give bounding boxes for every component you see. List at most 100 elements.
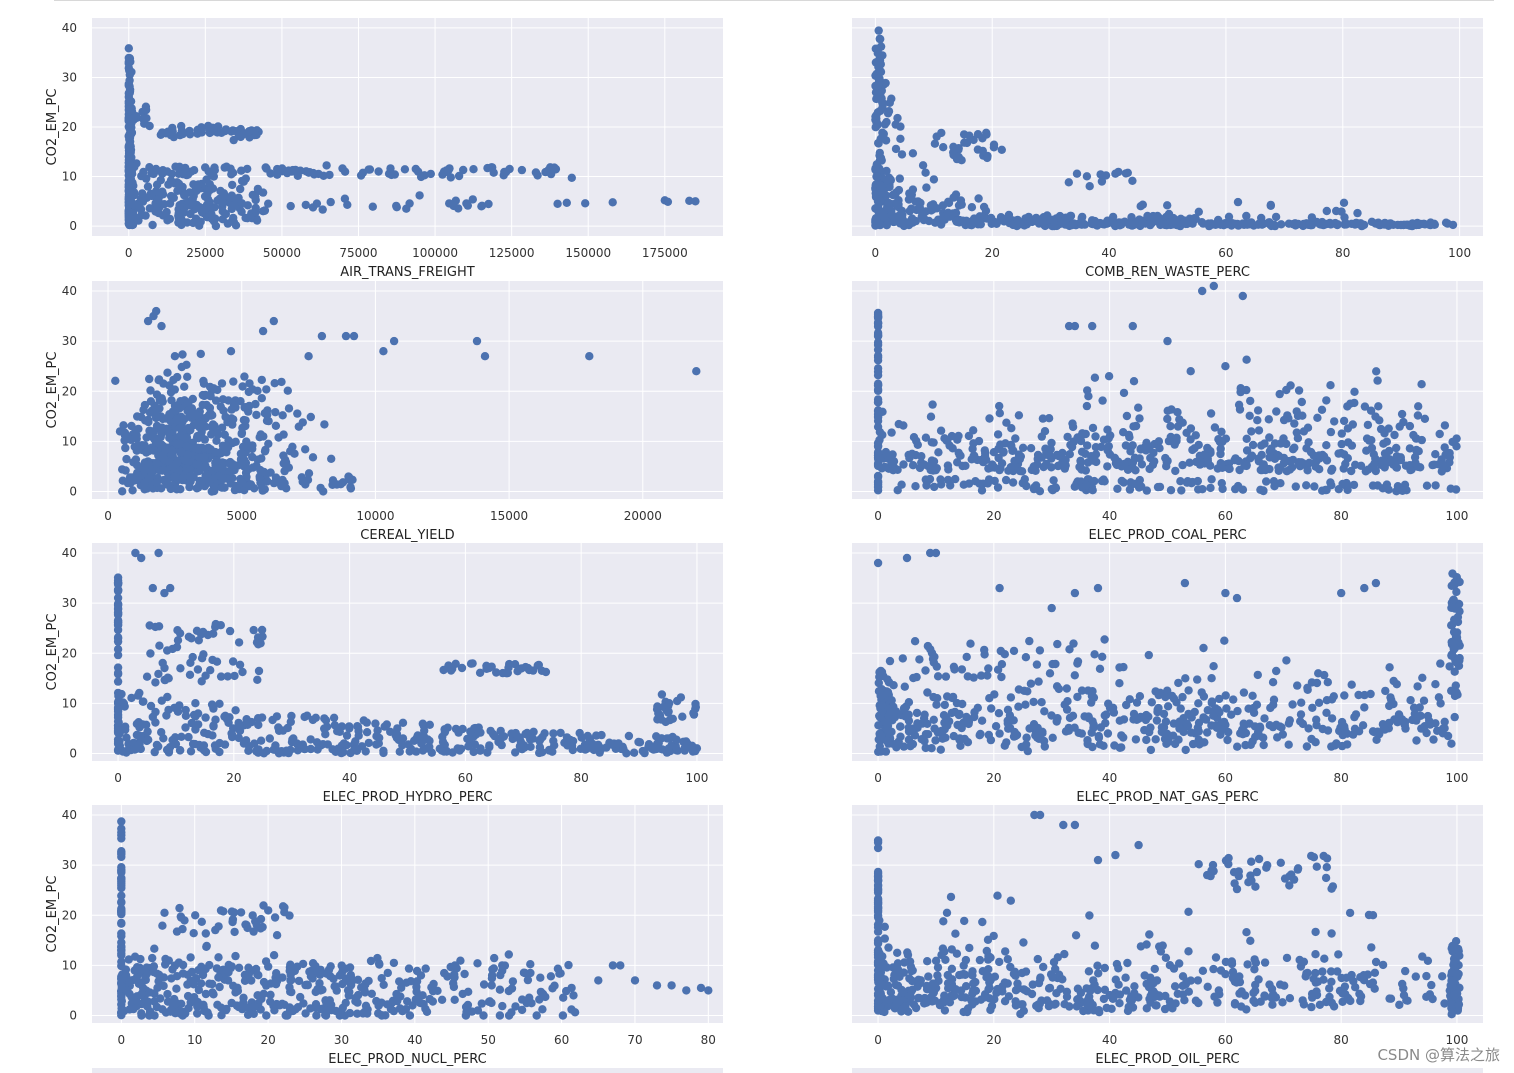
- scatter-point: [630, 976, 640, 985]
- scatter-point: [170, 472, 180, 481]
- scatter-point: [1266, 201, 1276, 210]
- scatter-point: [896, 722, 905, 731]
- scatter-points: [873, 281, 1461, 496]
- scatter-point: [1343, 402, 1352, 411]
- scatter-point: [1084, 967, 1094, 976]
- scatter-point: [872, 111, 881, 120]
- scatter-point: [193, 1002, 202, 1011]
- scatter-point: [1293, 681, 1302, 690]
- scatter-point: [237, 429, 246, 439]
- scatter-point: [227, 729, 236, 738]
- scatter-point: [349, 331, 359, 341]
- scatter-point: [306, 1004, 315, 1013]
- scatter-point: [1179, 727, 1188, 737]
- scatter-point: [929, 200, 938, 209]
- scatter-point: [117, 898, 126, 907]
- scatter-point: [135, 688, 144, 698]
- scatter-point: [271, 408, 280, 417]
- scatter-point: [983, 153, 992, 163]
- scatter-point: [1380, 449, 1390, 458]
- scatter-point: [158, 1005, 167, 1014]
- scatter-point: [1344, 438, 1353, 447]
- scatter-point: [462, 199, 471, 208]
- scatter-point: [1161, 717, 1171, 726]
- scatter-point: [210, 486, 219, 496]
- scatter-point: [162, 207, 171, 217]
- scatter-point: [142, 448, 151, 457]
- scatter-point: [404, 964, 414, 973]
- scatter-point: [176, 912, 185, 921]
- scatter-point: [1318, 724, 1327, 734]
- scatter-point: [917, 452, 926, 461]
- scatter-point: [215, 982, 224, 992]
- scatter-point: [207, 210, 216, 219]
- scatter-point: [187, 404, 197, 413]
- scatter-point: [395, 747, 404, 756]
- scatter-point: [272, 977, 282, 986]
- scatter-point: [364, 738, 373, 748]
- scatter-point: [1034, 677, 1043, 686]
- scatter-point: [1253, 416, 1262, 425]
- scatter-point: [445, 164, 454, 173]
- scatter-point: [1191, 431, 1201, 440]
- scatter-point: [644, 740, 654, 749]
- scatter-point: [1211, 721, 1220, 730]
- scatter-point: [437, 995, 447, 1004]
- scatter-point: [1093, 583, 1103, 593]
- scatter-point: [546, 972, 556, 981]
- scatter-point: [196, 462, 205, 472]
- scatter-point: [575, 728, 584, 738]
- scatter-point: [256, 924, 265, 933]
- scatter-point: [940, 718, 949, 727]
- scatter-point: [1076, 463, 1086, 473]
- scatter-point: [138, 114, 148, 124]
- scatter-point: [1242, 434, 1251, 443]
- scatter-point: [457, 663, 467, 673]
- scatter-point: [1290, 419, 1299, 428]
- scatter-point: [1066, 211, 1076, 221]
- scatter-point: [238, 667, 247, 677]
- scatter-point: [1183, 721, 1193, 731]
- scatter-point: [1414, 220, 1424, 229]
- scatter-point: [1221, 588, 1230, 598]
- scatter-point: [1184, 709, 1193, 719]
- x-tick-label: 60: [554, 1033, 569, 1047]
- scatter-point: [1385, 663, 1394, 672]
- scatter-point: [245, 481, 254, 491]
- scatter-point: [978, 134, 987, 143]
- x-tick-label: 60: [458, 771, 473, 785]
- scatter-point: [652, 732, 661, 741]
- x-tick-label: 10: [187, 1033, 202, 1047]
- scatter-point: [115, 427, 125, 436]
- scatter-point: [223, 219, 232, 228]
- scatter-point: [520, 968, 530, 978]
- scatter-point: [1163, 336, 1172, 346]
- scatter-point: [1119, 733, 1128, 742]
- scatter-point: [619, 745, 628, 754]
- scatter-point: [657, 690, 667, 699]
- scatter-point: [339, 739, 349, 748]
- scatter-point: [1014, 411, 1024, 420]
- scatter-point: [1272, 720, 1281, 729]
- scatter-point: [995, 465, 1004, 475]
- scatter-point: [206, 666, 215, 675]
- scatter-point: [652, 981, 662, 990]
- scatter-point: [1329, 692, 1339, 701]
- scatter-point: [368, 202, 377, 211]
- scatter-point: [1307, 213, 1317, 222]
- scatter-point: [1087, 698, 1096, 707]
- scatter-point: [880, 934, 889, 943]
- scatter-point: [921, 730, 931, 739]
- scatter-point: [1319, 452, 1329, 461]
- y-tick-label: 20: [62, 120, 77, 134]
- scatter-point: [1177, 486, 1186, 495]
- scatter-point: [1284, 219, 1294, 228]
- scatter-point: [1122, 411, 1132, 421]
- scatter-point: [504, 950, 513, 959]
- scatter-point: [902, 553, 912, 563]
- scatter-point: [1285, 456, 1294, 466]
- scatter-point: [876, 134, 885, 143]
- scatter-point: [1065, 713, 1075, 723]
- scatter-point: [498, 1001, 507, 1011]
- scatter-point: [1194, 699, 1203, 708]
